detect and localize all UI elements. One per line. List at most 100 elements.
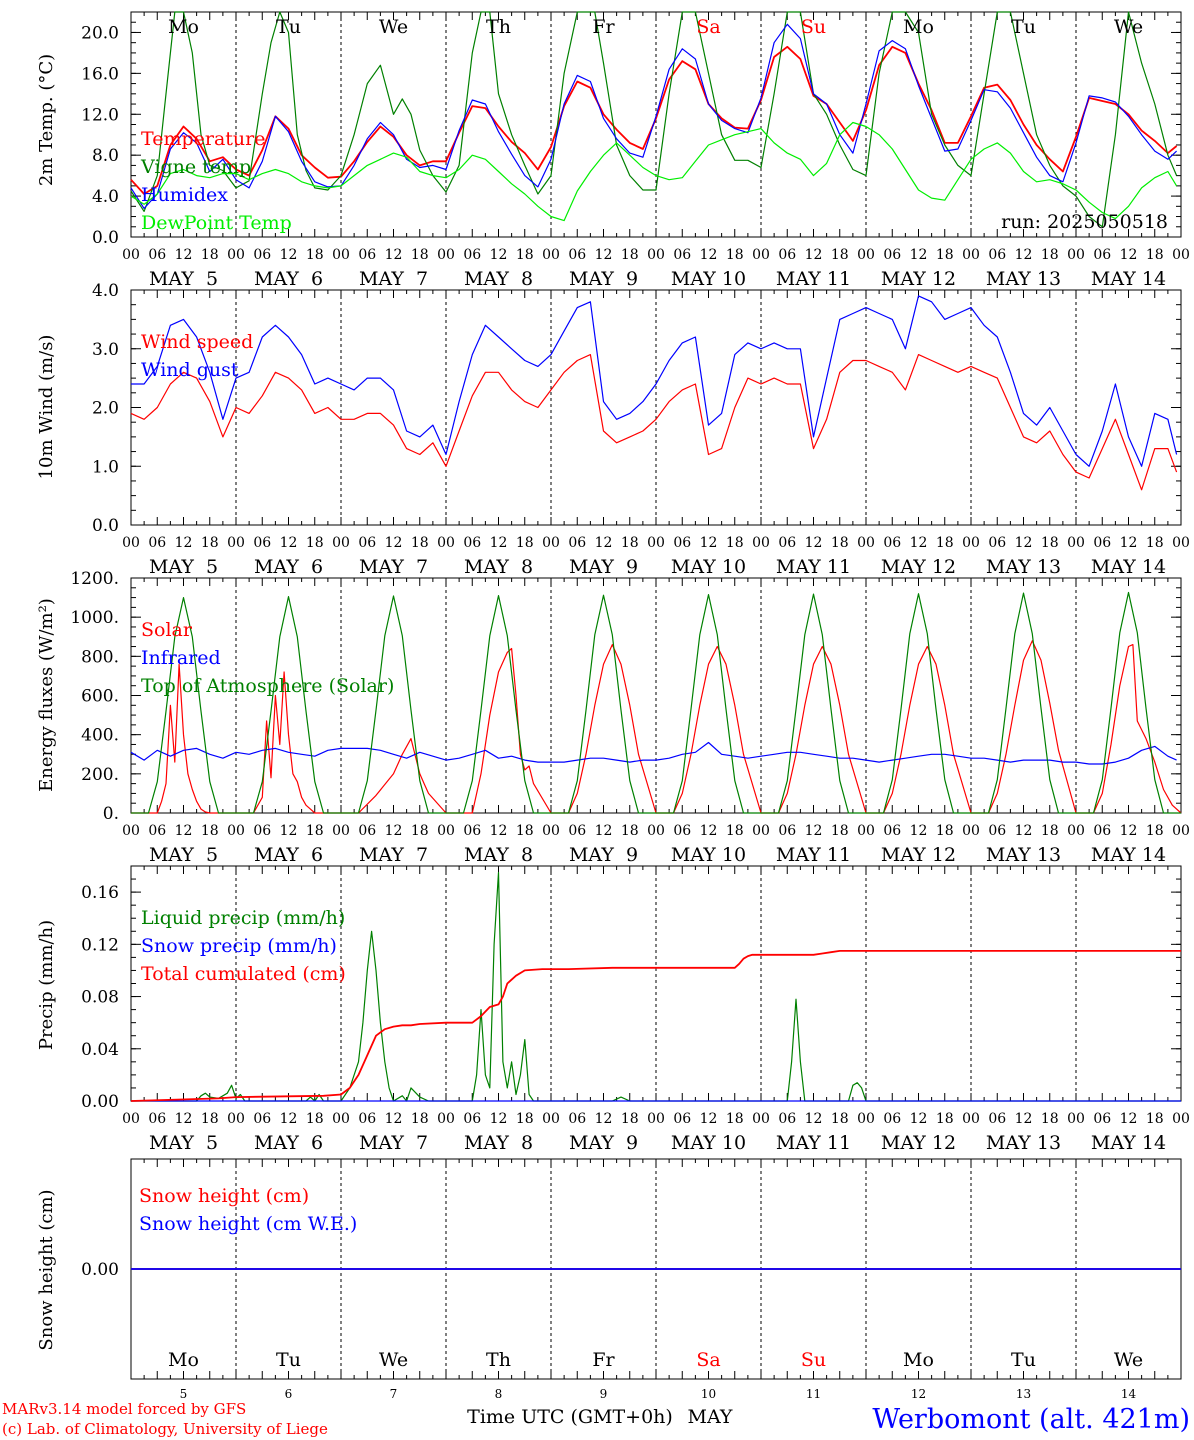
hour-tick-label: 18	[936, 535, 954, 551]
date-label: MAY 13	[986, 268, 1061, 290]
hour-tick-label: 00	[122, 823, 140, 839]
legend-entry: DewPoint Temp	[141, 212, 292, 234]
legend-entry: Solar	[141, 619, 193, 641]
date-label: MAY 8	[464, 844, 533, 866]
run-label: run: 2025050518	[1001, 211, 1168, 233]
hour-tick-label: 18	[621, 247, 639, 263]
hour-tick-label: 00	[752, 823, 770, 839]
credit-line-2: (c) Lab. of Climatology, University of L…	[2, 1420, 328, 1438]
date-label: MAY 9	[569, 1132, 638, 1154]
date-label: MAY 11	[776, 844, 851, 866]
hour-tick-label: 18	[831, 247, 849, 263]
hour-tick-label: 00	[542, 535, 560, 551]
legend-entry: Snow height (cm W.E.)	[139, 1213, 357, 1235]
day-name: Su	[801, 16, 826, 38]
hour-tick-label: 12	[700, 535, 718, 551]
hour-tick-label: 06	[988, 535, 1006, 551]
hour-tick-label: 06	[988, 823, 1006, 839]
hour-tick-label: 06	[673, 1111, 691, 1127]
hour-tick-label: 00	[1172, 535, 1190, 551]
hour-tick-label: 12	[490, 823, 508, 839]
hour-tick-label: 12	[280, 823, 298, 839]
hour-tick-label: 00	[542, 1111, 560, 1127]
hour-tick-label: 06	[358, 535, 376, 551]
day-number: 13	[1016, 1387, 1031, 1401]
y-tick-label: 8.0	[92, 146, 119, 166]
date-label: MAY 12	[881, 556, 956, 578]
hour-tick-label: 00	[857, 247, 875, 263]
hour-tick-label: 00	[647, 823, 665, 839]
day-name-bottom: Tu	[1011, 1349, 1036, 1371]
hour-tick-label: 06	[253, 535, 271, 551]
day-number: 8	[495, 1387, 503, 1401]
hour-tick-label: 18	[201, 535, 219, 551]
day-name: Fr	[592, 16, 615, 38]
legend-entry: Total cumulated (cm)	[141, 963, 346, 985]
hour-tick-label: 12	[385, 1111, 403, 1127]
hour-tick-label: 00	[857, 535, 875, 551]
hour-tick-label: 00	[752, 1111, 770, 1127]
day-name: Tu	[1011, 16, 1036, 38]
hour-tick-label: 12	[385, 535, 403, 551]
date-label: MAY 14	[1091, 844, 1166, 866]
day-name-bottom: Sa	[696, 1349, 720, 1371]
hour-tick-label: 12	[1015, 823, 1033, 839]
y-tick-label: 0.12	[81, 935, 119, 955]
hour-tick-label: 12	[595, 1111, 613, 1127]
day-name: Mo	[168, 16, 199, 38]
hour-tick-label: 00	[962, 535, 980, 551]
hour-tick-label: 00	[857, 823, 875, 839]
hour-tick-label: 06	[883, 1111, 901, 1127]
hour-tick-label: 06	[253, 1111, 271, 1127]
hour-tick-label: 00	[332, 535, 350, 551]
hour-tick-label: 06	[463, 1111, 481, 1127]
hour-tick-label: 06	[148, 247, 166, 263]
y-tick-label: 1.0	[92, 457, 119, 477]
y-tick-label: 0.00	[81, 1260, 119, 1280]
hour-tick-label: 18	[1146, 823, 1164, 839]
hour-tick-label: 00	[332, 247, 350, 263]
date-label: MAY 8	[464, 556, 533, 578]
y-tick-label: 2.0	[92, 399, 119, 419]
day-name: Sa	[696, 16, 720, 38]
day-name-bottom: Tu	[276, 1349, 301, 1371]
hour-tick-label: 18	[411, 1111, 429, 1127]
hour-tick-label: 00	[1172, 1111, 1190, 1127]
date-label: MAY 7	[359, 1132, 428, 1154]
hour-tick-label: 12	[910, 1111, 928, 1127]
hour-tick-label: 00	[962, 1111, 980, 1127]
hour-tick-label: 18	[726, 535, 744, 551]
hour-tick-label: 18	[1146, 1111, 1164, 1127]
hour-tick-label: 00	[437, 247, 455, 263]
hour-tick-label: 18	[621, 1111, 639, 1127]
hour-tick-label: 12	[490, 247, 508, 263]
hour-tick-label: 12	[1120, 247, 1138, 263]
date-label: MAY 7	[359, 556, 428, 578]
date-label: MAY 10	[671, 1132, 746, 1154]
hour-tick-label: 06	[883, 247, 901, 263]
date-label: MAY 9	[569, 844, 638, 866]
hour-tick-label: 06	[568, 247, 586, 263]
hour-tick-label: 18	[516, 247, 534, 263]
hour-tick-label: 00	[437, 535, 455, 551]
hour-tick-label: 06	[778, 535, 796, 551]
y-axis-label: Snow height (cm)	[36, 1189, 57, 1350]
panel-5: 0.00 Snow height (cm) Snow height (cm) Snow…	[36, 1158, 1182, 1380]
hour-tick-label: 12	[700, 1111, 718, 1127]
hour-tick-label: 18	[621, 823, 639, 839]
legend-entry: Wind speed	[141, 331, 253, 353]
hour-tick-label: 00	[1067, 1111, 1085, 1127]
hour-tick-label: 12	[700, 823, 718, 839]
hour-tick-label: 06	[568, 1111, 586, 1127]
hour-tick-label: 12	[280, 1111, 298, 1127]
hour-tick-label: 18	[831, 1111, 849, 1127]
y-axis-label: 2m Temp. (°C)	[36, 54, 57, 186]
hour-tick-label: 00	[227, 823, 245, 839]
hour-tick-label: 18	[831, 535, 849, 551]
hour-tick-label: 18	[1146, 247, 1164, 263]
date-label: MAY 7	[359, 844, 428, 866]
series-line-2	[131, 295, 1178, 467]
date-label: MAY 14	[1091, 1132, 1166, 1154]
hour-tick-label: 18	[201, 247, 219, 263]
hour-tick-label: 18	[831, 823, 849, 839]
